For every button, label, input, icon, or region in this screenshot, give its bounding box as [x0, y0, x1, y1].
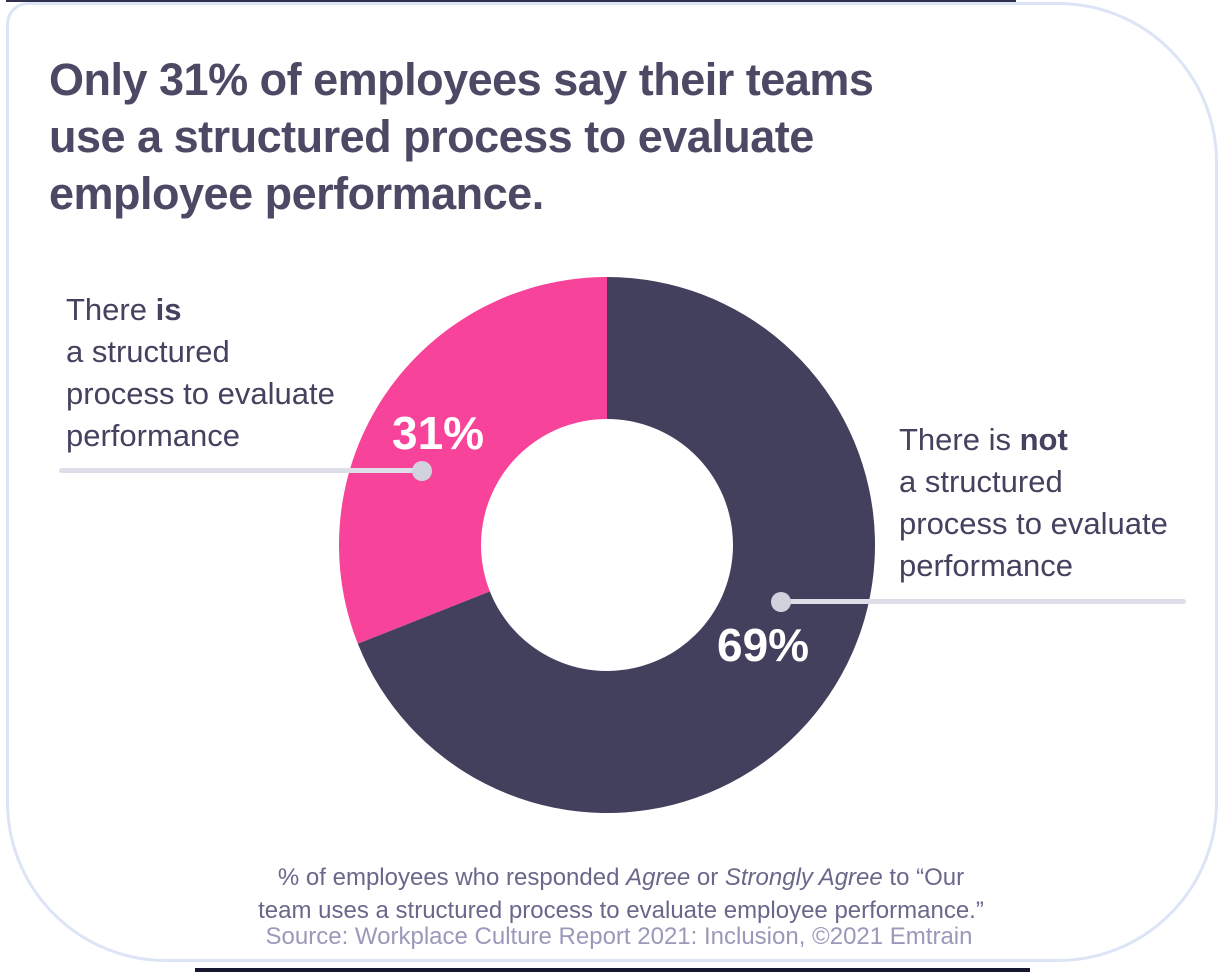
- leader-line-left: [59, 468, 416, 473]
- donut-slice: [357, 277, 875, 813]
- annotation-right-bold: not: [1019, 422, 1068, 457]
- footnote-italic2: Strongly Agree: [724, 864, 883, 891]
- slice-value-label-31: 31%: [392, 407, 485, 459]
- annotation-left-line4: performance: [66, 418, 241, 453]
- slice-value-label-69: 69%: [717, 619, 810, 671]
- annotation-right-line3: process to evaluate: [899, 506, 1168, 541]
- footnote-part1: % of employees who responded: [277, 864, 627, 891]
- donut-chart: [339, 277, 875, 813]
- infographic-card: Only 31% of employees say their teams us…: [6, 2, 1218, 962]
- annotation-left-line2: a structured: [66, 334, 230, 369]
- chart-title: Only 31% of employees say their teams us…: [49, 54, 874, 219]
- annotation-structured-process: There is a structured process to evaluat…: [66, 289, 376, 457]
- footnote-part3: to “Our: [882, 864, 965, 891]
- donut-slice: [339, 277, 607, 644]
- annotation-no-structured-process: There is not a structured process to eva…: [899, 419, 1209, 587]
- leader-dot-left: [412, 461, 432, 481]
- annotation-right-pre: There is: [899, 422, 1020, 457]
- annotation-left-bold: is: [155, 292, 182, 327]
- annotation-right-line2: a structured: [899, 464, 1063, 499]
- methodology-footnote: % of employees who responded Agree or St…: [251, 861, 991, 927]
- leader-line-right: [781, 599, 1186, 604]
- bottom-accent-line: [195, 968, 1030, 972]
- annotation-left-pre: There: [66, 292, 156, 327]
- footnote-line2: team uses a structured process to evalua…: [258, 897, 984, 924]
- annotation-left-line3: process to evaluate: [66, 376, 335, 411]
- annotation-right-line4: performance: [899, 548, 1074, 583]
- source-attribution: Source: Workplace Culture Report 2021: I…: [265, 923, 973, 950]
- leader-dot-right: [771, 592, 791, 612]
- donut-chart-svg: [339, 277, 875, 813]
- footnote-part2: or: [690, 864, 725, 891]
- top-accent-line: [6, 0, 1016, 2]
- footnote-italic1: Agree: [626, 864, 691, 891]
